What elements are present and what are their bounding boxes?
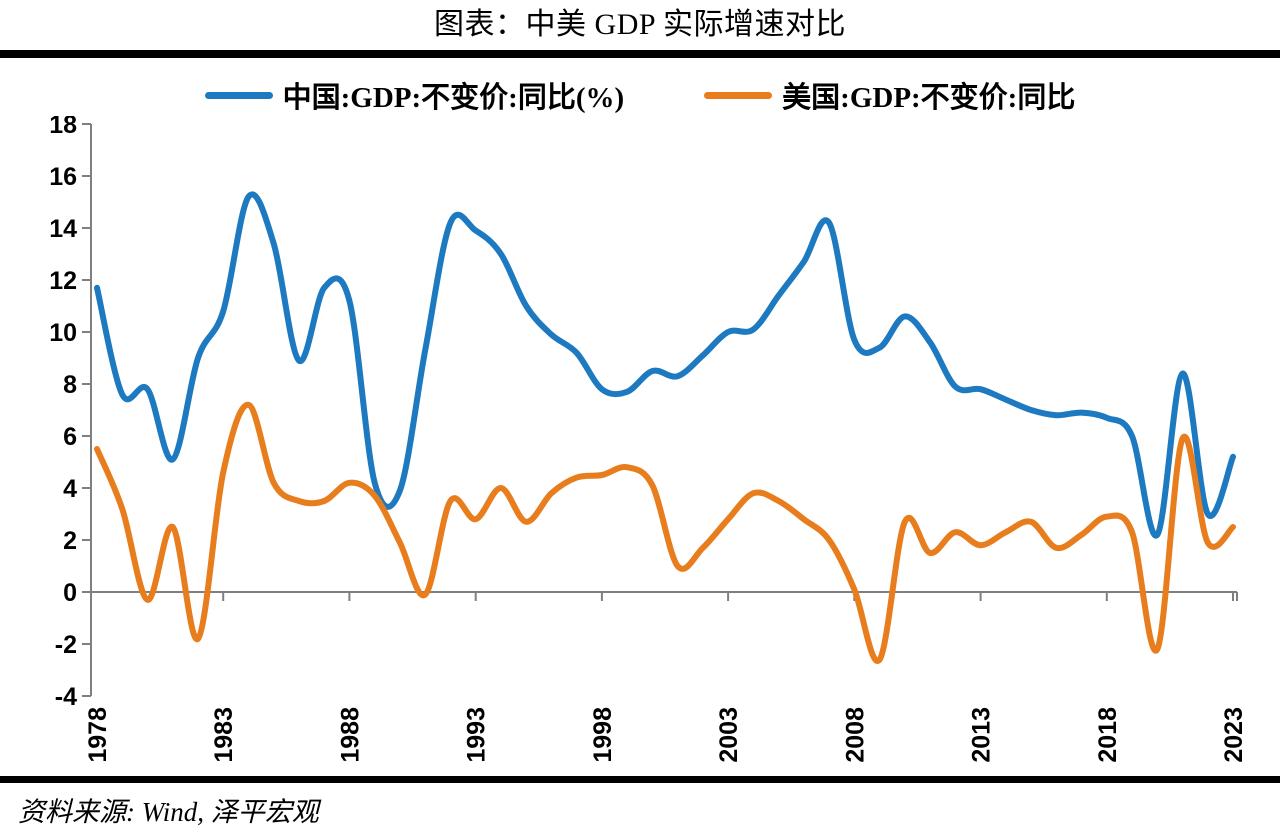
zero-baseline [91, 591, 1238, 601]
legend-item-china: 中国:GDP:不变价:同比(%) [204, 74, 625, 116]
top-divider [0, 50, 1280, 58]
x-tick-label: 1998 [589, 707, 617, 763]
y-tick-label: 16 [49, 163, 77, 191]
bottom-divider [0, 776, 1280, 783]
y-tick-label: 10 [49, 319, 77, 347]
x-tick-label: 1993 [463, 707, 491, 763]
us-line-swatch [704, 91, 773, 99]
y-tick-label: 12 [49, 267, 77, 295]
source-note: 资料来源: Wind, 泽平宏观 [18, 797, 319, 827]
x-tick-label: 2018 [1094, 707, 1122, 763]
us-gdp-line [94, 401, 1236, 664]
y-axis [82, 123, 92, 697]
x-tick-label: 2003 [715, 707, 743, 763]
y-tick-label: 14 [49, 215, 77, 243]
y-tick-label: 2 [63, 527, 77, 555]
gdp-growth-line-chart: -4 -2 0 2 4 6 8 10 12 14 16 18 1978 1983 1988 1993 1998 2… [49, 116, 1248, 763]
x-tick-label: 2013 [968, 707, 996, 763]
chart-legend: 中国:GDP:不变价:同比(%) 美国:GDP:不变价:同比 [0, 74, 1280, 116]
y-tick-label: 8 [63, 371, 77, 399]
x-tick-label: 1978 [84, 707, 112, 763]
legend-label-us: 美国:GDP:不变价:同比 [782, 82, 1076, 114]
y-tick-label: -2 [55, 631, 77, 659]
x-tick-label: 2023 [1220, 707, 1248, 763]
legend-item-us: 美国:GDP:不变价:同比 [704, 74, 1075, 116]
china-gdp-line [94, 191, 1236, 539]
y-tick-label: 4 [63, 475, 77, 503]
x-tick-label: 2008 [841, 707, 869, 763]
legend-label-china: 中国:GDP:不变价:同比(%) [282, 82, 625, 114]
y-tick-label: 0 [63, 579, 77, 607]
x-tick-label: 1983 [210, 707, 238, 763]
chart-title: 图表：中美 GDP 实际增速对比 [434, 8, 846, 41]
china-line-swatch [204, 91, 273, 99]
x-tick-label: 1988 [336, 707, 364, 763]
y-tick-label: 18 [49, 116, 77, 139]
y-tick-label: 6 [63, 423, 77, 451]
y-tick-label: -4 [55, 683, 77, 711]
